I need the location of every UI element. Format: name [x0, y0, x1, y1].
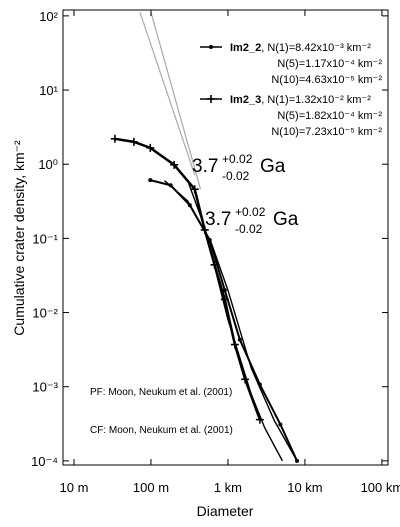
legend-entry: Im2_2, N(1)=8.42x10⁻³ km⁻²: [230, 42, 371, 54]
age-error-minus: -0.02: [235, 222, 263, 236]
legend-marker: [209, 45, 213, 49]
data-point: [237, 337, 242, 342]
legend-name: Im2_3: [230, 94, 261, 106]
data-point: [170, 160, 179, 169]
footnote: CF: Moon, Neukum et al. (2001): [90, 425, 233, 436]
age-unit: Ga: [273, 209, 299, 230]
age-error-minus: -0.02: [222, 169, 250, 183]
age-value: 3.7: [205, 209, 231, 230]
data-point: [148, 178, 153, 183]
data-point: [200, 225, 209, 234]
data-point: [168, 183, 173, 188]
fit-line: [164, 180, 298, 462]
legend-note: N(1)=1.32x10⁻² km⁻²: [267, 94, 371, 106]
fit-line: [139, 12, 196, 175]
data-point: [129, 137, 138, 146]
legend-note: N(10)=4.63x10⁻⁵ km⁻²: [271, 74, 382, 86]
fit-line: [150, 12, 202, 190]
legend-marker: [207, 95, 215, 103]
legend-note: N(5)=1.82x10⁻⁴ km⁻²: [277, 110, 382, 122]
plot-frame: [62, 9, 389, 466]
data-point: [295, 458, 300, 463]
x-tick-label: 100 m: [133, 480, 169, 495]
data-point: [230, 340, 239, 349]
data-point: [278, 422, 283, 427]
y-tick-label: 10⁻²: [32, 306, 58, 321]
data-point: [222, 288, 227, 293]
data-point: [255, 415, 264, 424]
y-axis-label: Cumulative crater density, km⁻²: [11, 140, 27, 336]
data-point: [257, 382, 262, 387]
x-axis-label: Diameter: [197, 503, 254, 519]
data-point: [241, 375, 250, 384]
age-error-plus: +0.02: [222, 152, 253, 166]
y-tick-label: 10⁻⁴: [31, 454, 58, 469]
footnote: PF: Moon, Neukum et al. (2001): [90, 387, 232, 398]
data-point: [190, 185, 199, 194]
data-point: [110, 134, 119, 143]
x-tick-label: 100 km: [361, 480, 400, 495]
data-point: [210, 260, 219, 269]
data-point: [220, 295, 229, 304]
y-tick-label: 10⁻¹: [32, 231, 58, 246]
legend-entry: Im2_3, N(1)=1.32x10⁻² km⁻²: [230, 94, 371, 106]
age-error-plus: +0.02: [235, 205, 266, 219]
data-point: [187, 203, 192, 208]
age-unit: Ga: [260, 156, 286, 177]
y-tick-label: 10¹: [39, 83, 58, 98]
data-point: [146, 143, 155, 152]
y-tick-label: 10⁻³: [32, 380, 58, 395]
plot-area: [110, 12, 300, 463]
legend-note: N(10)=7.23x10⁻⁵ km⁻²: [271, 126, 382, 138]
x-tick-label: 10 m: [60, 480, 89, 495]
legend-name: Im2_2: [230, 42, 261, 54]
x-tick-label: 10 km: [287, 480, 322, 495]
y-tick-label: 10⁰: [38, 157, 58, 172]
age-value: 3.7: [192, 156, 218, 177]
legend-note: N(1)=8.42x10⁻³ km⁻²: [267, 42, 371, 54]
y-tick-label: 10²: [39, 9, 58, 24]
legend-note: N(5)=1.17x10⁻⁴ km⁻²: [277, 58, 382, 70]
x-tick-label: 1 km: [214, 480, 242, 495]
